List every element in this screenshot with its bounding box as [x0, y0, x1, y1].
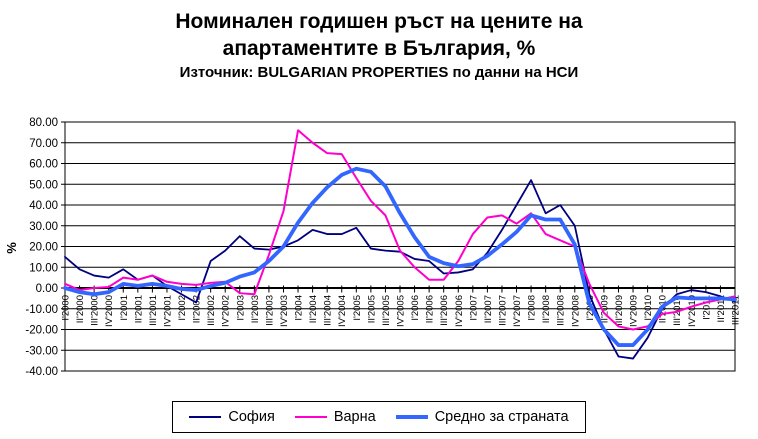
svg-text:IV'2008: IV'2008 [570, 295, 581, 327]
y-axis-tick-labels: 80.00 70.00 60.00 50.00 40.00 30.00 20.00 10.00… [25, 117, 58, 378]
svg-text:II'2009: II'2009 [599, 295, 610, 323]
svg-text:III'2003: III'2003 [264, 295, 275, 326]
svg-text:10.00: 10.00 [29, 262, 58, 274]
svg-text:-10.00: -10.00 [25, 304, 58, 316]
svg-text:-30.00: -30.00 [25, 345, 58, 357]
legend: София Варна Средно за страната [172, 401, 586, 433]
svg-text:IV'2002: IV'2002 [221, 295, 232, 327]
legend-item-2: Средно за страната [395, 409, 569, 425]
svg-text:II'2011: II'2011 [716, 295, 727, 323]
svg-text:IV'2009: IV'2009 [629, 295, 640, 327]
svg-text:I'2008: I'2008 [527, 295, 538, 321]
chart-subtitle: Източник: BULGARIAN PROPERTIES по данни … [179, 64, 579, 81]
svg-text:II'2003: II'2003 [250, 295, 261, 323]
svg-text:II'2007: II'2007 [483, 295, 494, 323]
svg-text:IV'2005: IV'2005 [396, 295, 407, 327]
chart-title-line-1: Номинален годишен ръст на цените на [175, 10, 583, 33]
svg-text:-40.00: -40.00 [25, 366, 58, 378]
legend-line-swatch-0 [189, 416, 222, 418]
legend-wrap: София Варна Средно за страната [0, 401, 758, 433]
svg-text:I'2002: I'2002 [177, 295, 188, 321]
svg-text:II'2005: II'2005 [366, 295, 377, 323]
svg-text:IV'2000: IV'2000 [104, 295, 115, 327]
series-line-0 [64, 179, 736, 360]
svg-text:II'2000: II'2000 [75, 295, 86, 323]
svg-text:I'2003: I'2003 [235, 295, 246, 321]
series-line-1 [64, 129, 736, 331]
svg-text:I'2011: I'2011 [701, 295, 712, 320]
svg-text:0.00: 0.00 [36, 283, 58, 295]
svg-text:I'2000: I'2000 [61, 295, 72, 321]
svg-text:III'2002: III'2002 [206, 295, 217, 326]
legend-label-1: Варна [333, 409, 376, 425]
svg-text:IV'2004: IV'2004 [337, 295, 348, 327]
legend-item-0: София [189, 409, 275, 425]
svg-text:80.00: 80.00 [29, 117, 58, 129]
svg-text:III'2007: III'2007 [497, 295, 508, 326]
svg-text:20.00: 20.00 [29, 242, 58, 254]
svg-text:IV'2006: IV'2006 [454, 295, 465, 327]
svg-text:III'2010: III'2010 [672, 295, 683, 326]
svg-text:40.00: 40.00 [29, 200, 58, 212]
svg-text:II'2004: II'2004 [308, 295, 319, 323]
chart-title-line-2: апартаментите в България, % [222, 37, 536, 60]
svg-text:70.00: 70.00 [29, 138, 58, 150]
svg-text:III'2005: III'2005 [381, 295, 392, 326]
svg-text:I'2006: I'2006 [410, 295, 421, 321]
svg-text:IV'2003: IV'2003 [279, 295, 290, 327]
svg-text:60.00: 60.00 [29, 159, 58, 171]
svg-text:III'2011: III'2011 [731, 295, 742, 325]
svg-text:-20.00: -20.00 [25, 325, 58, 337]
svg-text:IV'2001: IV'2001 [162, 295, 173, 327]
svg-text:IV'2010: IV'2010 [687, 295, 698, 327]
svg-text:II'2010: II'2010 [658, 295, 669, 323]
svg-text:III'2006: III'2006 [439, 295, 450, 326]
y-axis-title: % [4, 242, 19, 254]
svg-text:III'2009: III'2009 [614, 295, 625, 326]
plot-border [64, 121, 736, 372]
svg-text:I'2004: I'2004 [294, 295, 305, 321]
svg-text:I'2007: I'2007 [468, 295, 479, 321]
series-line-2 [63, 166, 737, 347]
svg-text:I'2005: I'2005 [352, 295, 363, 321]
svg-text:III'2001: III'2001 [148, 295, 159, 326]
svg-text:III'2004: III'2004 [323, 295, 334, 326]
svg-text:II'2001: II'2001 [133, 295, 144, 323]
legend-line-swatch-1 [294, 416, 327, 418]
chart-title-block: Номинален годишен ръст на цените на апар… [0, 8, 758, 83]
svg-text:II'2002: II'2002 [192, 295, 203, 323]
svg-text:II'2006: II'2006 [425, 295, 436, 323]
svg-text:I'2010: I'2010 [643, 295, 654, 321]
svg-text:50.00: 50.00 [29, 179, 58, 191]
svg-text:30.00: 30.00 [29, 221, 58, 233]
svg-text:I'2001: I'2001 [119, 295, 130, 321]
svg-text:II'2008: II'2008 [541, 295, 552, 323]
legend-label-2: Средно за страната [434, 409, 569, 425]
svg-text:IV'2007: IV'2007 [512, 295, 523, 327]
svg-text:III'2008: III'2008 [556, 295, 567, 326]
svg-text:III'2000: III'2000 [90, 295, 101, 326]
legend-label-0: София [228, 409, 275, 425]
legend-item-1: Варна [294, 409, 376, 425]
legend-line-swatch-2 [395, 415, 428, 419]
x-axis-tick-labels: I'2000 II'2000 III'2000 IV'2000 I'2001 II'200… [61, 295, 742, 327]
